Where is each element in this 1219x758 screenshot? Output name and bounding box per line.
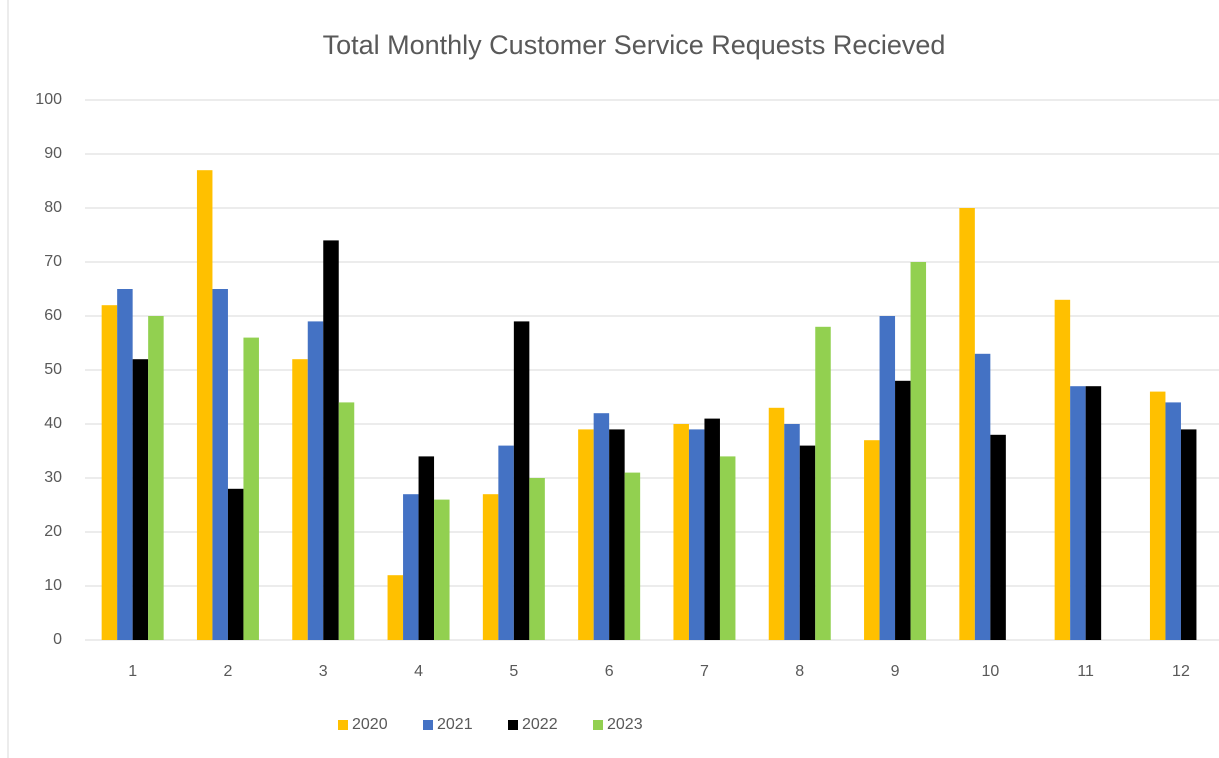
bar [148,316,164,640]
x-tick-label: 10 [981,663,999,680]
y-tick-label: 50 [44,361,62,378]
bar [101,305,118,640]
bar [323,240,339,640]
y-tick-label: 90 [44,145,62,162]
bar [1149,391,1166,640]
bar [959,208,975,640]
bar [990,434,1006,640]
bar [243,337,259,640]
bar [1054,299,1071,640]
bar [895,380,911,640]
bar [768,407,785,640]
bar [1180,429,1197,640]
chart-border [7,0,9,758]
x-tick-label: 11 [1077,663,1094,680]
x-tick-label: 7 [700,663,709,680]
bar [673,424,689,640]
bar [418,456,435,640]
bar [338,402,355,640]
y-tick-label: 70 [44,253,62,270]
bar [593,413,610,640]
bar [227,488,244,640]
legend-swatch [593,720,603,730]
bar [482,494,499,640]
bar [434,499,450,640]
y-tick-label: 40 [44,415,62,432]
bar [688,429,705,640]
x-tick-label: 8 [795,663,804,680]
y-tick-label: 30 [44,469,62,486]
x-tick-label: 5 [509,663,518,680]
y-tick-label: 100 [35,91,62,108]
bar [1165,402,1181,640]
bar [529,478,545,640]
bar [578,429,594,640]
x-tick-label: 1 [128,663,137,680]
bar [212,289,228,640]
y-tick-label: 20 [44,523,62,540]
bar [132,359,149,640]
bar [403,494,419,640]
bar [498,445,514,640]
x-tick-label: 6 [605,663,614,680]
legend-label: 2021 [437,716,473,733]
x-tick-label: 2 [223,663,232,680]
x-tick-label: 12 [1172,663,1190,680]
legend-swatch [423,720,433,730]
bar [387,575,404,640]
legend-swatch [508,720,518,730]
y-tick-label: 10 [44,577,62,594]
bar [196,170,213,640]
legend-label: 2020 [352,716,388,733]
bar [513,321,530,640]
bar [879,316,896,640]
legend-label: 2022 [522,716,558,733]
bar [292,359,308,640]
bar [117,289,133,640]
bar [307,321,324,640]
legend-swatch [338,720,348,730]
bar [1085,386,1102,640]
y-tick-label: 60 [44,307,62,324]
x-tick-label: 9 [891,663,900,680]
y-tick-label: 80 [44,199,62,216]
bar [719,456,736,640]
bar [799,445,816,640]
bar [974,353,991,640]
chart-title: Total Monthly Customer Service Requests … [323,30,946,60]
bar [864,440,880,640]
bar [1070,386,1086,640]
x-tick-label: 3 [319,663,328,680]
bar [704,418,720,640]
bar [624,472,641,640]
bar [609,429,625,640]
x-tick-label: 4 [414,663,423,680]
bar [910,262,927,640]
bar [815,326,831,640]
legend-label: 2023 [607,716,643,733]
y-tick-label: 0 [53,631,62,648]
bar [784,424,800,640]
